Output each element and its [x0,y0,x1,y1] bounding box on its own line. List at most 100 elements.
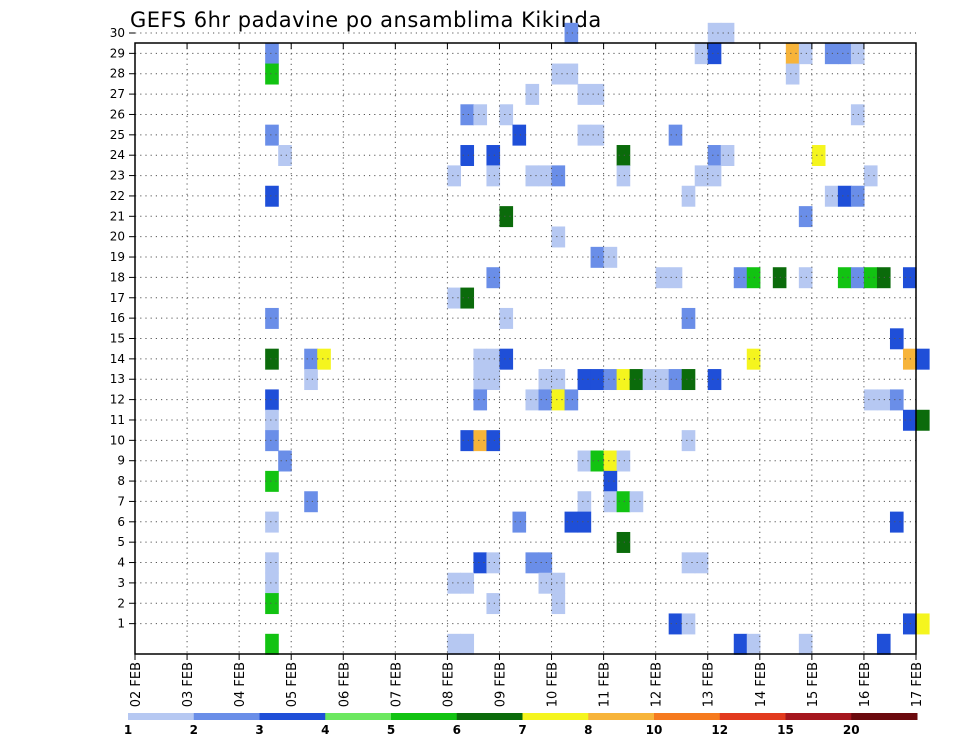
heat-cell [564,389,579,411]
colorbar-segment [259,713,326,720]
heat-cell [551,389,566,411]
y-tick-label: 10 [110,433,125,447]
heat-cell [902,267,917,289]
heat-cell [603,491,618,513]
heat-cell [616,165,631,187]
colorbar-label: 10 [646,723,663,737]
heat-cell [837,43,852,65]
heat-cell [850,185,865,207]
heat-cell [694,552,709,574]
heat-cell [616,369,631,391]
colorbar-label: 12 [711,723,728,737]
heat-cell [902,409,917,431]
y-tick-label: 7 [117,494,125,508]
colorbar-segment [193,713,260,720]
heat-cell [668,613,683,635]
colorbar-label: 3 [255,723,263,737]
y-tick-label: 29 [110,46,125,60]
y-tick-label: 17 [110,291,125,305]
heat-cell [473,104,488,126]
heat-cell [629,369,644,391]
colorbar-label: 8 [584,723,592,737]
colorbar-label: 6 [453,723,461,737]
y-tick-label: 4 [117,556,125,570]
heat-cell [733,267,748,289]
heat-cell [824,43,839,65]
y-tick-label: 18 [110,270,125,284]
heat-cell [460,145,475,166]
heat-cell [577,450,592,472]
x-tick-label: 17 FEB [910,662,925,707]
heat-cell [772,267,787,289]
heat-cell [265,633,279,655]
heat-cell [499,307,514,329]
heat-cell [447,165,462,187]
colorbar-segment [522,713,589,720]
heat-cell [538,552,553,574]
heat-cell [473,348,488,370]
y-tick-label: 23 [110,169,125,183]
heat-cell [551,165,566,187]
heat-cell [551,369,566,391]
y-tick-label: 5 [117,535,125,549]
heat-cell [616,450,631,472]
heat-cell [590,124,605,146]
heat-cell [616,491,631,513]
y-tick-label: 12 [110,393,125,407]
heat-cell [525,552,540,574]
heat-cell [720,22,735,44]
heat-cell [603,246,618,268]
heat-cell [564,22,579,44]
heat-cell [603,450,618,472]
x-tick-label: 10 FEB [546,662,561,707]
heat-cell [317,348,331,370]
heat-cell [681,613,696,635]
heat-cell [603,470,618,492]
heat-cell [707,145,722,166]
heat-cell [590,369,605,391]
y-tick-label: 6 [117,515,125,529]
colorbar-label: 2 [190,723,198,737]
y-tick-label: 11 [110,413,125,427]
heat-cell [837,267,852,289]
heat-cell [798,43,813,65]
heat-cell [746,633,761,655]
heat-cell [486,552,501,574]
heat-cell [707,165,722,187]
heat-cell [525,389,540,411]
y-tick-label: 25 [110,128,125,142]
heat-cell [265,348,279,370]
x-tick-label: 03 FEB [181,662,196,707]
heat-cell [590,83,605,105]
heat-cell [304,348,318,370]
colorbar-segment [128,713,195,720]
heat-cell [512,511,527,533]
heat-cell [486,593,501,615]
heat-cell [837,185,852,207]
heat-cell [916,348,930,370]
plot-frame [134,42,917,655]
y-tick-label: 21 [110,209,125,223]
colorbar-label: 1 [124,723,132,737]
heat-cell [551,226,566,248]
heat-cell [577,124,592,146]
grid-lines [135,32,916,654]
y-tick-label: 19 [110,250,125,264]
y-tick-label: 30 [110,26,125,40]
heat-cell [525,83,540,105]
heat-cell [278,145,292,166]
heat-cell [642,369,657,391]
heat-cell [863,389,878,411]
heat-cell [577,83,592,105]
heat-cell [551,63,566,85]
heat-cell [265,470,279,492]
heat-cell [668,369,683,391]
heat-cell [486,165,501,187]
heat-cell [785,63,800,85]
heat-cell [785,43,800,65]
x-tick-label: 09 FEB [493,662,508,707]
x-tick-label: 15 FEB [806,662,821,707]
heat-cell [616,145,631,166]
heat-cell [733,633,748,655]
y-tick-label: 28 [110,67,125,81]
